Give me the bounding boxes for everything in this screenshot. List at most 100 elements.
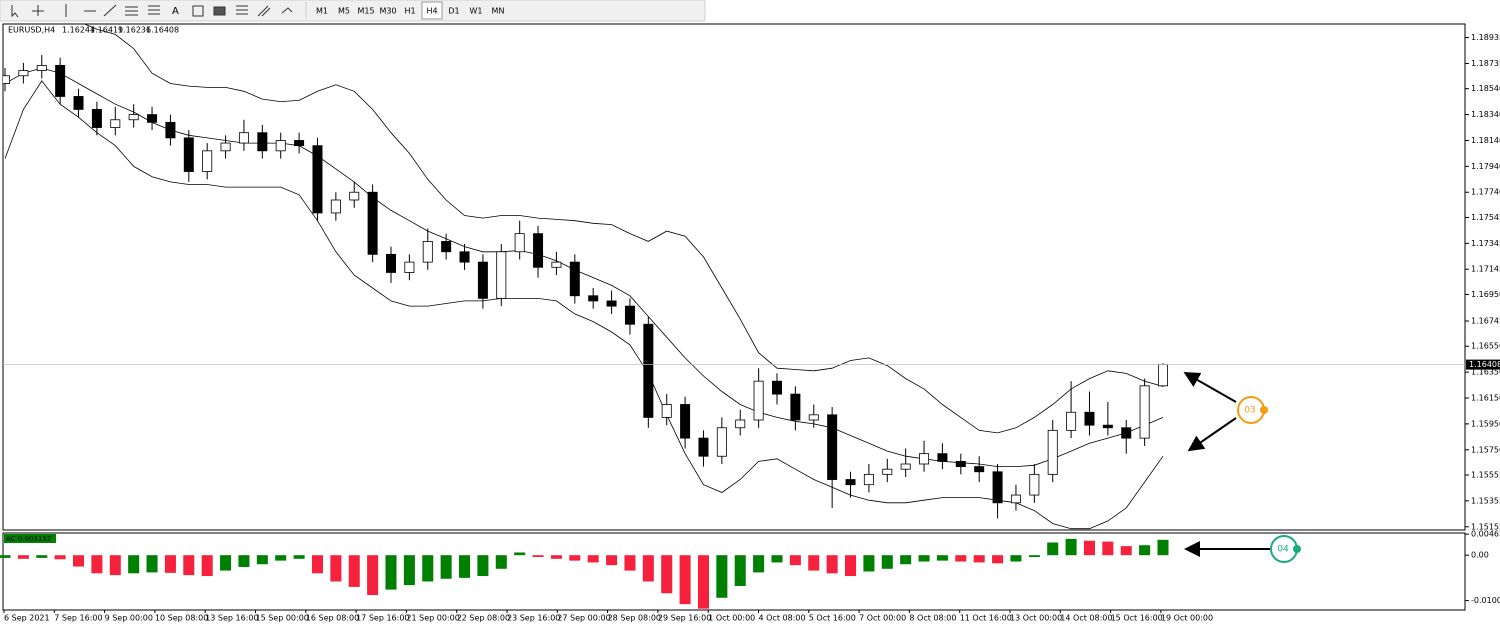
ac-bar bbox=[789, 555, 801, 566]
arrow bbox=[1187, 417, 1237, 452]
candle-body bbox=[680, 404, 691, 439]
ac-bar bbox=[367, 555, 379, 596]
candle-body bbox=[55, 65, 66, 97]
ac-bar bbox=[973, 555, 985, 563]
y-tick-label: 1.16350 bbox=[1471, 368, 1500, 377]
ac-bar bbox=[955, 555, 967, 562]
candle-body bbox=[827, 414, 838, 480]
ac-bar bbox=[146, 555, 158, 573]
channel-icon[interactable] bbox=[125, 6, 138, 16]
timeframe-button[interactable]: M5 bbox=[338, 7, 350, 16]
x-tick-label: 15 Oct 16:00 bbox=[1111, 614, 1163, 623]
ac-bar bbox=[716, 555, 728, 598]
ac-bar bbox=[238, 555, 250, 567]
timeframe-button[interactable]: M15 bbox=[357, 7, 374, 16]
arrow-icon[interactable] bbox=[281, 7, 293, 14]
candle-body bbox=[533, 233, 544, 268]
ac-bar bbox=[918, 555, 930, 562]
symbol: EURUSD,H4 bbox=[8, 26, 55, 35]
label-icon[interactable] bbox=[192, 5, 204, 17]
timeframe-button[interactable]: W1 bbox=[470, 7, 483, 16]
band-lower bbox=[4, 80, 1164, 530]
candle-body bbox=[441, 241, 452, 253]
cursor-icon[interactable] bbox=[11, 5, 19, 18]
candle-body bbox=[606, 300, 617, 307]
x-tick-label: 29 Sep 16:00 bbox=[658, 614, 711, 623]
ac-bar bbox=[514, 552, 526, 556]
ac-bar bbox=[569, 555, 581, 561]
x-tick-label: 28 Sep 08:00 bbox=[608, 614, 661, 623]
candle-body bbox=[477, 261, 488, 299]
ac-bar bbox=[201, 555, 213, 577]
candle-body bbox=[569, 261, 580, 297]
x-tick-label: 13 Sep 16:00 bbox=[205, 614, 258, 623]
x-tick-label: 14 Oct 08:00 bbox=[1060, 614, 1112, 623]
timeframe-button[interactable]: H1 bbox=[404, 7, 415, 16]
ac-bar bbox=[1028, 555, 1040, 558]
ac-bar bbox=[881, 555, 893, 569]
ac-bar bbox=[936, 555, 948, 561]
candle-body bbox=[257, 132, 268, 152]
candle-body bbox=[863, 473, 874, 486]
ac-bar bbox=[220, 555, 232, 571]
x-tick-label: 22 Sep 08:00 bbox=[457, 614, 510, 623]
candle-body bbox=[73, 96, 84, 110]
y-tick-label: 1.18340 bbox=[1471, 110, 1500, 119]
candle-body bbox=[404, 261, 415, 273]
candle-body bbox=[551, 261, 562, 268]
open-value: 1.16244 bbox=[62, 26, 95, 35]
ac-bar bbox=[1157, 539, 1169, 556]
y-tick-label: 1.18540 bbox=[1471, 84, 1500, 93]
trendline-icon[interactable] bbox=[103, 4, 117, 17]
candle-body bbox=[588, 295, 599, 302]
ac-bar bbox=[1083, 540, 1095, 556]
candle-body bbox=[514, 233, 525, 253]
low-value: 1.16236 bbox=[118, 26, 151, 35]
y-tick-label: 1.15355 bbox=[1471, 496, 1500, 505]
text-icon[interactable]: A bbox=[172, 6, 179, 17]
candle-body bbox=[753, 380, 764, 421]
ind-label: AC 0.003152 bbox=[6, 535, 51, 543]
candle-body bbox=[974, 466, 985, 473]
x-tick-label: 16 Sep 08:00 bbox=[306, 614, 359, 623]
timeframe-button[interactable]: MN bbox=[492, 7, 505, 16]
candle-body bbox=[900, 463, 911, 470]
y-tick-label: 1.18735 bbox=[1471, 59, 1500, 68]
y-tick-label: 1.18140 bbox=[1471, 136, 1500, 145]
ac-bar bbox=[109, 555, 121, 576]
pitchfork-icon[interactable] bbox=[257, 5, 271, 17]
timeframe-button[interactable]: M30 bbox=[379, 7, 396, 16]
price-plot bbox=[3, 24, 1168, 530]
candle-body bbox=[735, 419, 746, 429]
candle-body bbox=[1158, 364, 1168, 387]
ac-bar bbox=[1102, 541, 1114, 556]
badge-dot bbox=[1260, 406, 1268, 414]
ac-bar bbox=[256, 555, 268, 565]
candle-body bbox=[624, 305, 635, 325]
timeframe-button[interactable]: H4 bbox=[426, 7, 437, 16]
crosshair-icon[interactable] bbox=[32, 5, 44, 16]
timeframe-button[interactable]: D1 bbox=[448, 7, 459, 16]
x-tick-label: 1 Oct 00:00 bbox=[708, 614, 755, 623]
ind-label-bg bbox=[4, 534, 56, 543]
ind-tick-label: 0.004652 bbox=[1471, 530, 1500, 539]
ac-bar bbox=[606, 555, 618, 566]
x-tick-label: 21 Sep 00:00 bbox=[406, 614, 459, 623]
x-tick-label: 4 Oct 08:00 bbox=[759, 614, 806, 623]
rect-icon[interactable] bbox=[213, 6, 226, 16]
ac-bar bbox=[1120, 546, 1132, 556]
list-icon[interactable] bbox=[236, 5, 248, 15]
candle-body bbox=[496, 251, 507, 299]
timeframe-button[interactable]: M1 bbox=[316, 7, 328, 16]
ac-bar bbox=[36, 555, 48, 558]
candle-body bbox=[36, 65, 47, 71]
y-tick-label: 1.17145 bbox=[1471, 265, 1500, 274]
active-timeframe bbox=[421, 1, 443, 20]
x-tick-label: 23 Sep 16:00 bbox=[507, 614, 560, 623]
ac-bar bbox=[330, 555, 342, 582]
arrow bbox=[1183, 372, 1237, 403]
candle-body bbox=[3, 75, 10, 84]
fibo-icon[interactable] bbox=[148, 5, 160, 15]
indicator-pane bbox=[2, 532, 1466, 611]
y-tick-label: 1.18935 bbox=[1471, 33, 1500, 42]
